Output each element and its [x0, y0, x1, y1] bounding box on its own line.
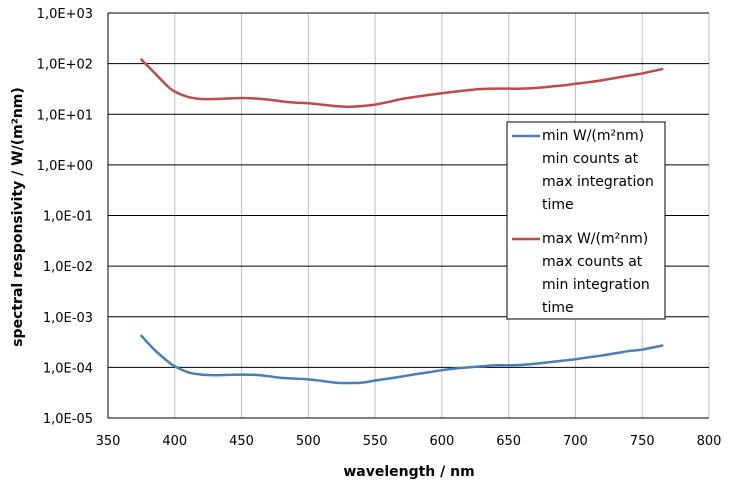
x-axis-title: wavelength / nm — [343, 464, 474, 480]
legend-label: max integration — [542, 174, 654, 190]
x-tick-label: 550 — [363, 434, 388, 449]
legend-label: max W/(m²nm) — [542, 231, 648, 247]
y-tick-label: 1,0E-05 — [43, 412, 93, 427]
legend-label: min W/(m²nm) — [542, 128, 644, 144]
legend-label: max counts at — [542, 254, 643, 270]
series-line-min — [140, 334, 664, 385]
x-tick-label: 800 — [697, 434, 722, 449]
y-tick-label: 1,0E-02 — [43, 260, 93, 275]
x-tick-label: 650 — [496, 434, 521, 449]
y-tick-label: 1,0E-03 — [43, 311, 93, 326]
legend-box — [506, 121, 666, 320]
x-tick-label: 400 — [162, 434, 187, 449]
series-line-max — [140, 58, 664, 109]
y-tick-label: 1,0E-04 — [43, 361, 93, 376]
x-tick-label: 500 — [296, 434, 321, 449]
y-axis-title: spectral responsivity / W/(m²nm) — [10, 87, 26, 347]
x-tick-label: 350 — [96, 434, 121, 449]
legend-label: time — [542, 197, 574, 213]
y-tick-label: 1,0E+02 — [37, 58, 93, 73]
x-tick-label: 700 — [563, 434, 588, 449]
legend-label: time — [542, 300, 574, 316]
legend: min W/(m²nm) min counts at max integration… — [506, 121, 666, 320]
x-tick-label: 750 — [630, 434, 655, 449]
y-tick-labels: 1,0E-05 1,0E-04 1,0E-03 1,0E-02 1,0E-01 1,0E+… — [37, 7, 93, 427]
x-tick-label: 450 — [229, 434, 254, 449]
x-tick-label: 600 — [429, 434, 454, 449]
legend-label: min integration — [542, 277, 650, 293]
x-tick-labels: 350 400 450 500 550 600 650 700 750 800 — [96, 434, 722, 449]
series-lines — [140, 58, 664, 385]
y-tick-label: 1,0E+01 — [37, 108, 93, 123]
y-tick-label: 1,0E+03 — [37, 7, 93, 22]
legend-label: min counts at — [542, 151, 639, 167]
y-tick-label: 1,0E-01 — [43, 210, 93, 225]
gridlines — [107, 12, 710, 419]
y-tick-label: 1,0E+00 — [37, 159, 93, 174]
